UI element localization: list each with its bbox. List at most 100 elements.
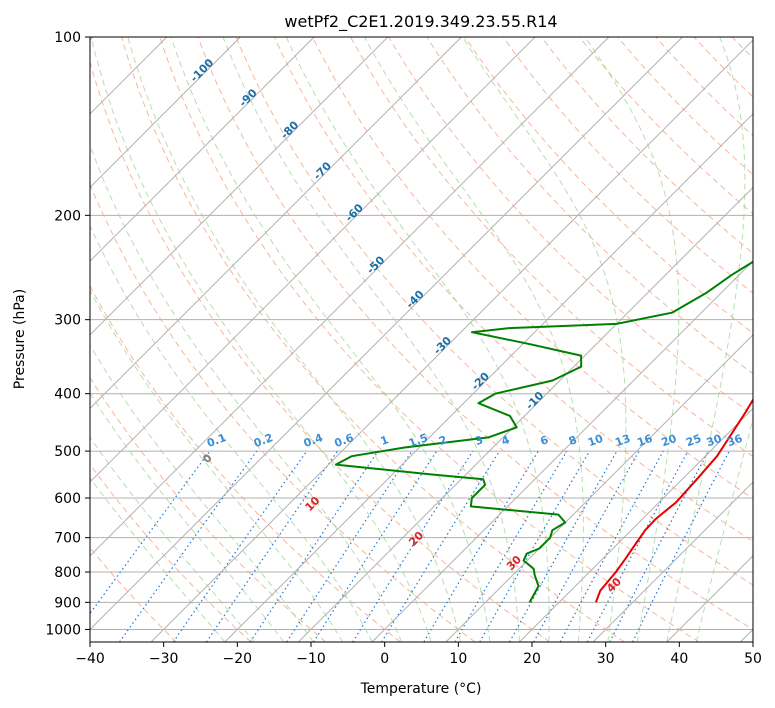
isotherm-line <box>90 37 683 631</box>
dewpoint-line <box>334 260 753 603</box>
y-tick-label: 700 <box>54 531 81 547</box>
x-tick-label: 10 <box>449 651 467 667</box>
mixing-ratio-line <box>454 450 568 642</box>
dry-adiabat-line <box>273 37 753 543</box>
x-tick-label: −30 <box>149 651 179 667</box>
mixing-ratio-label: 25 <box>684 432 703 449</box>
isotherm-line <box>90 37 610 557</box>
mixing-ratio-line <box>559 450 664 642</box>
moist-adiabat-line <box>666 37 746 642</box>
x-tick-label: −20 <box>223 651 253 667</box>
mixing-ratio-label: 8 <box>567 433 579 448</box>
moist-adiabat-line <box>90 344 314 642</box>
moist-adiabat-line <box>90 37 432 642</box>
mixing-ratio-label: 4 <box>500 433 512 448</box>
moist-adiabat-line <box>90 436 255 642</box>
mixing-ratio-line <box>313 450 438 642</box>
mixing-ratio-line <box>205 450 339 642</box>
moist-adiabat-line <box>285 37 550 642</box>
mixing-ratio-line <box>249 450 379 642</box>
mixing-ratio-line <box>172 450 308 642</box>
mixing-ratio-label: 0.2 <box>252 431 275 450</box>
isotherm-line <box>519 407 753 642</box>
moist-adiabat-line <box>90 289 344 642</box>
dry-adiabat-line <box>90 60 551 642</box>
x-tick-label: −40 <box>75 651 105 667</box>
moist-adiabat-line <box>584 37 680 642</box>
moist-adiabats <box>90 37 753 642</box>
plot-frame <box>89 36 754 643</box>
mixing-ratio-label: 0.4 <box>302 431 325 450</box>
x-tick-label: 20 <box>523 651 541 667</box>
x-axis-label: Temperature (°C) <box>360 681 482 697</box>
y-tick-label: 200 <box>54 208 81 224</box>
mixing-ratio-line <box>286 450 413 642</box>
mixing-ratio-label: 16 <box>635 432 654 450</box>
dry-adiabat-line <box>159 37 700 642</box>
dry-adiabat-line <box>121 37 625 642</box>
temperature-line <box>594 397 753 603</box>
moist-adiabat-line <box>90 392 285 642</box>
isotherm-line <box>90 37 536 483</box>
moist-adiabat-line <box>462 37 627 642</box>
mixing-ratio-line <box>352 450 474 642</box>
moist-adiabat-line <box>90 143 403 642</box>
y-tick-label: 1000 <box>45 622 81 638</box>
mixing-ratio-label: 3 <box>473 433 485 448</box>
isotherm-line <box>90 37 462 410</box>
x-axis: −40 −30 −20 −10 0 10 20 30 40 50 <box>75 642 762 667</box>
x-tick-label: 0 <box>380 651 389 667</box>
mixing-ratio-label: 13 <box>613 432 632 449</box>
x-tick-label: −10 <box>296 651 326 667</box>
dry-adiabat-line <box>235 37 753 586</box>
mixing-ratio-line <box>586 450 689 642</box>
isotherm-line <box>371 260 753 642</box>
isotherm-line <box>90 37 241 189</box>
dry-adiabat-line <box>90 463 252 642</box>
x-tick-label: 50 <box>744 651 762 667</box>
y-tick-label: 300 <box>54 313 81 329</box>
isotherm-line <box>298 186 753 642</box>
mixing-ratio-line <box>119 450 258 642</box>
mixing-ratio-lines <box>90 450 730 642</box>
isotherm-line <box>224 113 753 642</box>
gridlines <box>90 37 753 630</box>
dry-adiabat-line <box>502 37 753 294</box>
mixing-ratio-label: 20 <box>660 432 679 450</box>
mixing-ratio-label: 0.1 <box>205 431 228 450</box>
moist-adiabat-line <box>170 37 491 642</box>
mixing-ratio-label: 2 <box>437 433 449 448</box>
y-tick-label: 500 <box>54 444 81 460</box>
x-tick-label: 40 <box>670 651 688 667</box>
isotherm-line <box>90 37 389 336</box>
y-axis-label: Pressure (hPa) <box>12 289 28 389</box>
mixing-ratio-line <box>423 450 539 642</box>
x-tick-label: 30 <box>597 651 615 667</box>
y-tick-label: 800 <box>54 565 81 581</box>
mixing-ratio-label: 30 <box>705 432 724 450</box>
mixing-ratio-label: 1 <box>379 433 391 448</box>
mixing-ratio-label: 36 <box>725 432 744 450</box>
y-tick-label: 900 <box>54 595 81 611</box>
mixing-ratio-label: 10 <box>586 432 605 450</box>
dry-adiabat-line <box>311 37 753 500</box>
chart-title: wetPf2_C2E1.2019.349.23.55.R14 <box>284 12 557 32</box>
mixing-ratio-label: 6 <box>539 433 551 448</box>
isotherm-line <box>150 39 753 642</box>
dry-adiabat-line <box>197 37 753 630</box>
moist-adiabat-line <box>222 37 520 642</box>
y-tick-label: 600 <box>54 491 81 507</box>
y-tick-label: 100 <box>54 30 81 46</box>
moist-adiabat-line <box>127 37 461 642</box>
moist-adiabat-line <box>90 224 373 642</box>
isotherm-line <box>592 481 753 642</box>
y-tick-label: 400 <box>54 387 81 403</box>
moist-adiabat-line <box>364 37 584 642</box>
isotherm-line <box>90 37 315 262</box>
moist-adiabat-line <box>695 416 753 642</box>
mixing-ratio-label: 1.5 <box>407 431 430 450</box>
moist-adiabat-line <box>90 476 226 642</box>
y-axis: 100 200 300 400 500 600 700 800 900 1000 <box>45 30 90 638</box>
